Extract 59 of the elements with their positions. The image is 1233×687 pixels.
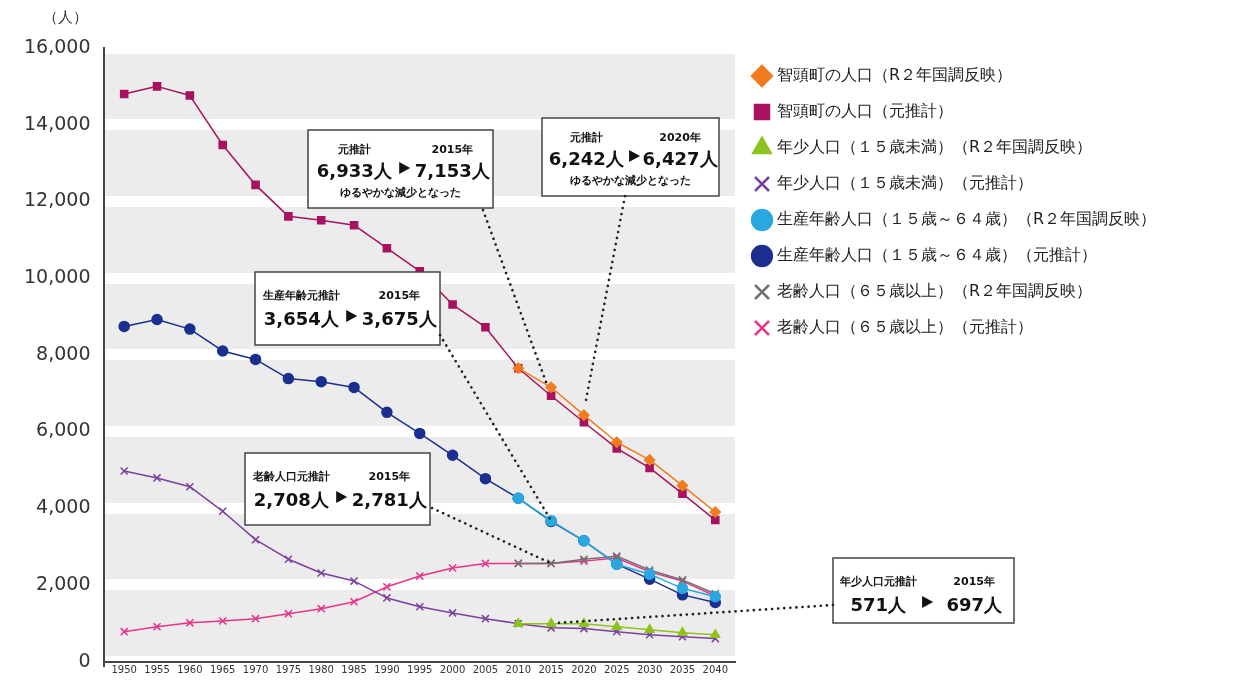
x-tick-label: 2030 — [636, 664, 663, 676]
x-tick-label: 1970 — [242, 664, 269, 676]
y-tick-label: 4,000 — [36, 495, 91, 518]
annotation: 元推計 — [336, 142, 371, 156]
annotation: 2015年 — [378, 288, 421, 302]
x-tick-label: 1990 — [374, 664, 400, 676]
annotation: 老齢人口元推計 — [251, 469, 330, 483]
y-tick-label: 6,000 — [36, 418, 91, 441]
x-tick-label: 2010 — [505, 664, 531, 676]
legend-label: 生産年齢人口（１５歳～６４歳）（R２年国調反映） — [777, 209, 1157, 229]
y-tick-label: 2,000 — [36, 571, 91, 594]
annotation: 元推計 — [568, 130, 603, 144]
text: 2015年 — [953, 574, 995, 588]
y-tick-label: 12,000 — [24, 188, 91, 211]
legend-label: 智頭町の人口（R２年国調反映） — [777, 65, 1013, 85]
y-tick-label: 10,000 — [24, 265, 91, 288]
legend-label: 年少人口（１５歳未満）（元推計） — [777, 173, 1033, 193]
x-tick-label: 2040 — [702, 664, 729, 676]
annotation: 2020年 — [659, 130, 701, 144]
annotation: 6,427人 — [642, 147, 719, 169]
annotation: 2015年 — [368, 469, 411, 483]
x-tick-label: 1960 — [177, 664, 203, 676]
annotation: ゆるやかな減少となった — [570, 173, 691, 187]
legend-label: 老齢人口（６５歳以上）（R２年国調反映） — [777, 281, 1093, 301]
x-tick-label: 2035 — [669, 664, 696, 676]
legend-label: 生産年齢人口（１５歳～６４歳）（元推計） — [777, 245, 1097, 265]
text: 697人 — [946, 593, 1003, 615]
x-tick-label: 1985 — [341, 664, 367, 676]
y-axis-title: （人） — [42, 7, 88, 26]
y-tick-label: 8,000 — [36, 341, 91, 364]
annotation: 3,654人 — [263, 307, 340, 329]
y-tick-label: 14,000 — [24, 111, 91, 134]
x-tick-label: 1955 — [144, 664, 170, 676]
y-tick-label: 0 — [78, 648, 91, 671]
x-tick-label: 1980 — [308, 664, 334, 676]
legend-label: 智頭町の人口（元推計） — [777, 101, 953, 121]
x-tick-label: 1950 — [111, 664, 137, 676]
annotation: 2,708人 — [253, 488, 330, 510]
annotation: 生産年齢元推計 — [261, 288, 340, 302]
annotation: 6,242人 — [548, 147, 625, 169]
legend-label: 老齢人口（６５歳以上）（元推計） — [777, 317, 1033, 337]
text: 571人 — [850, 593, 908, 615]
text: 年少人口元推計 — [838, 574, 917, 588]
x-tick-label: 2005 — [472, 664, 499, 676]
annotation: 6,933人 — [316, 159, 393, 181]
x-tick-label: 2015 — [538, 664, 564, 676]
x-tick-label: 2025 — [604, 664, 630, 676]
x-tick-label: 1995 — [407, 664, 433, 676]
legend-label: 年少人口（１５歳未満）（R２年国調反映） — [777, 137, 1093, 157]
annotation: 2015年 — [431, 142, 474, 156]
annotation: 7,153人 — [414, 159, 491, 181]
x-tick-label: 2000 — [439, 664, 466, 676]
x-tick-label: 2020 — [571, 664, 597, 676]
y-tick-label: 16,000 — [24, 34, 91, 57]
x-tick-label: 1965 — [209, 664, 236, 676]
annotation: 2,781人 — [351, 488, 428, 510]
x-tick-label: 1975 — [275, 664, 302, 676]
annotation: 3,675人 — [361, 307, 438, 329]
annotation: ゆるやかな減少となった — [340, 185, 461, 199]
